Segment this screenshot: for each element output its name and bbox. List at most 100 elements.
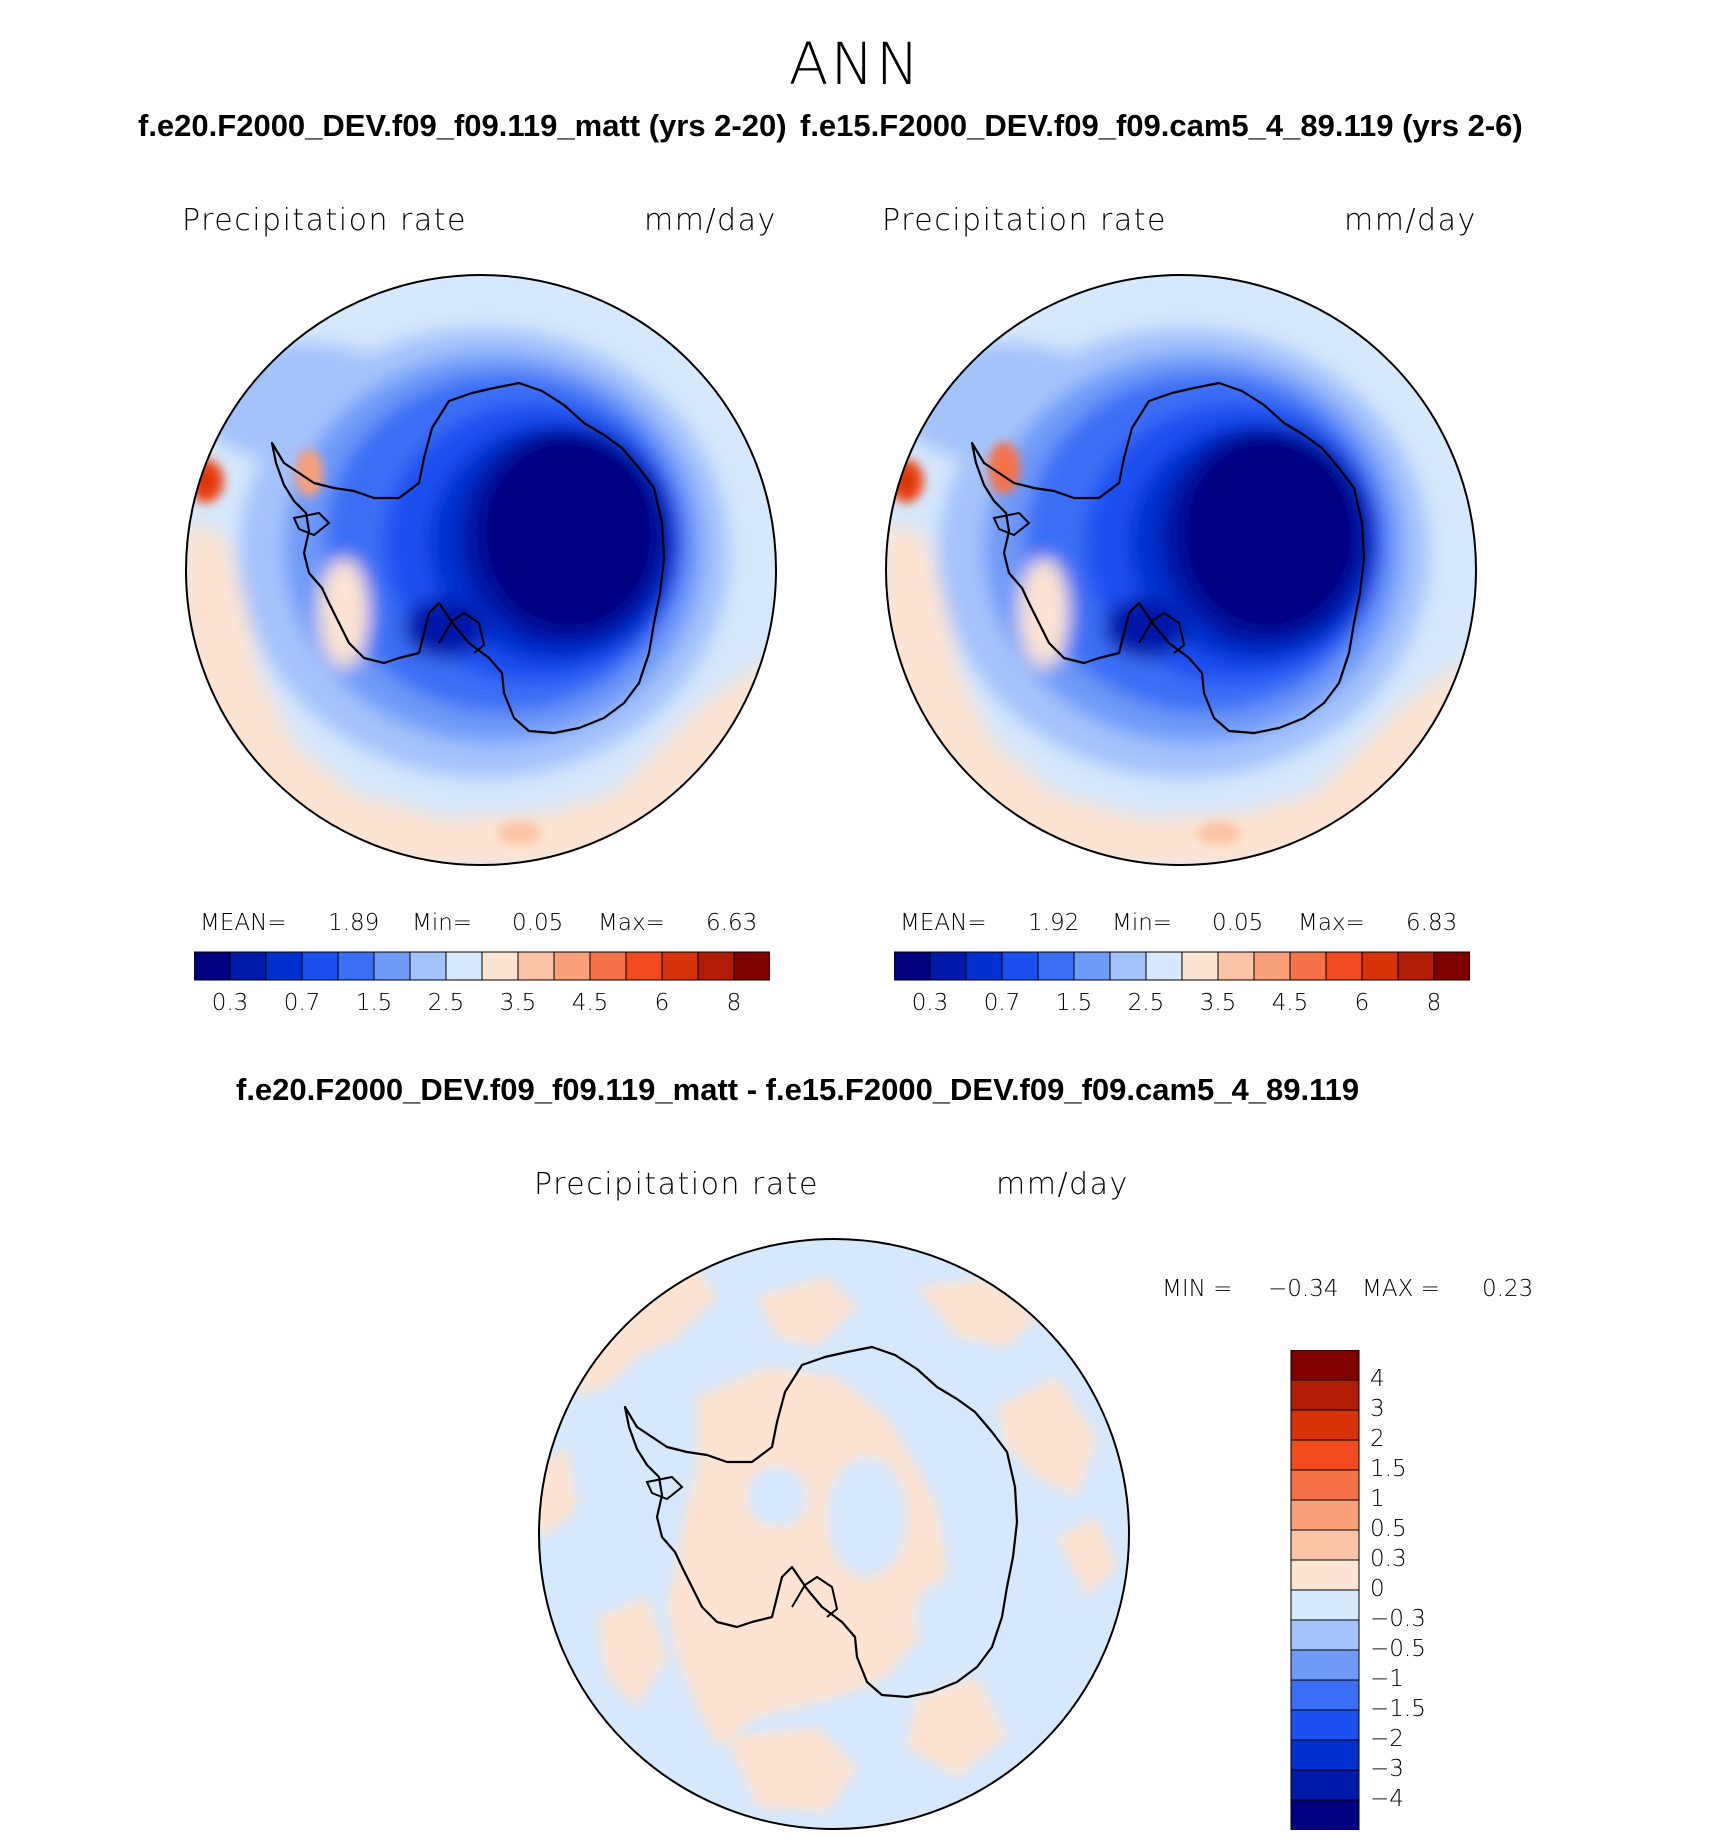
panel-1-min-label: Min= [412,910,473,936]
panel-3-min-value: −0.34 [1268,1276,1339,1302]
panel-3-colorbar-tick-label: −0.5 [1370,1636,1426,1662]
panel-1-colorbar-swatch [517,951,555,981]
panel-2-max-value: 6.83 [1406,910,1458,936]
panel-3-colorbar-tick-label: −3 [1370,1756,1404,1782]
panel-1-colorbar-swatch [409,951,447,981]
panel-3-colorbar-swatch [1290,1379,1360,1411]
panel-1-variable-label: Precipitation rate [182,203,467,238]
panel-3-colorbar-tick-label: 3 [1370,1396,1385,1422]
panel-2-colorbar-tick-label: 6 [1354,990,1370,1016]
panel-1-colorbar-tick-label: 8 [726,990,742,1016]
panel-1-colorbar-swatch [625,951,663,981]
panel-2-mean-label: MEAN= [900,910,987,936]
panel-2-colorbar-swatch [1181,951,1219,981]
panel-3-colorbar-tick-label: 1.5 [1370,1456,1407,1482]
panel-2-colorbar-swatch [965,951,1003,981]
panel-1-colorbar-swatch [229,951,267,981]
panel-1-units-label: mm/day [644,203,777,238]
panel-2-case-title: f.e15.F2000_DEV.f09_f09.cam5_4_89.119 (y… [800,108,1523,143]
panel-1-colorbar-tick-label: 0.7 [283,990,321,1016]
panel-3-units-label: mm/day [996,1167,1129,1202]
panel-2-mean-value: 1.92 [1028,910,1080,936]
panel-1-max-value: 6.63 [706,910,758,936]
figure-title: ANN [788,30,922,98]
panel-3-colorbar-tick-label: 0.3 [1370,1546,1407,1572]
panel-3-colorbar-tick-label: −1.5 [1370,1696,1426,1722]
panel-3-colorbar-swatch [1290,1619,1360,1651]
panel-1-mean-label: MEAN= [200,910,287,936]
panel-2-colorbar [894,951,1470,981]
panel-3-colorbar [1290,1350,1360,1830]
panel-1-colorbar-tick-label: 6 [654,990,670,1016]
panel-2-colorbar-tick-label: 8 [1426,990,1442,1016]
panel-2-min-value: 0.05 [1212,910,1264,936]
panel-3-colorbar-swatch [1290,1529,1360,1561]
panel-3-colorbar-swatch [1290,1469,1360,1501]
panel-2-colorbar-swatch [1397,951,1435,981]
panel-3-colorbar-tick-label: 1 [1370,1486,1385,1512]
panel-1-min-value: 0.05 [512,910,564,936]
panel-3-colorbar-tick-label: 4 [1370,1366,1385,1392]
panel-1-colorbar-swatch [194,951,231,981]
panel-1-colorbar-swatch [661,951,699,981]
panel-1-colorbar-swatch [265,951,303,981]
panel-2-colorbar-tick-label: 0.3 [911,990,949,1016]
panel-1-colorbar-swatch [733,951,770,981]
panel-2-colorbar-swatch [1001,951,1039,981]
panel-2-colorbar-swatch [1109,951,1147,981]
panel-3-colorbar-tick-label: −1 [1370,1666,1404,1692]
panel-2-colorbar-tick-label: 1.5 [1055,990,1093,1016]
panel-2-colorbar-swatch [1325,951,1363,981]
panel-3-colorbar-swatch [1290,1649,1360,1681]
panel-1-colorbar-tick-label: 2.5 [427,990,465,1016]
panel-3-colorbar-swatch [1290,1559,1360,1591]
panel-1-colorbar-swatch [373,951,411,981]
panel-2-colorbar-swatch [1361,951,1399,981]
panel-3-polar-map [538,1238,1130,1830]
panel-2-min-label: Min= [1112,910,1173,936]
panel-1-colorbar-swatch [337,951,375,981]
panel-2-colorbar-swatch [1073,951,1111,981]
panel-3-colorbar-swatch [1290,1439,1360,1471]
panel-2-colorbar-swatch [929,951,967,981]
panel-1-colorbar-tick-label: 1.5 [355,990,393,1016]
panel-1-colorbar-tick-label: 4.5 [571,990,609,1016]
panel-3-colorbar-swatch [1290,1709,1360,1741]
panel-3-colorbar-tick-label: −2 [1370,1726,1404,1752]
panel-2-colorbar-ticks: 0.3 0.7 1.5 2.5 3.5 4.5 6 8 [894,990,1470,1020]
panel-1-colorbar-swatch [553,951,591,981]
panel-3-colorbar-swatch [1290,1350,1360,1381]
panel-1-colorbar-swatch [589,951,627,981]
panel-2-units-label: mm/day [1344,203,1477,238]
panel-1-colorbar-tick-label: 3.5 [499,990,537,1016]
panel-1-colorbar-swatch [445,951,483,981]
panel-1-colorbar-swatch [301,951,339,981]
panel-2-colorbar-swatch [1253,951,1291,981]
panel-1-max-label: Max= [598,910,665,936]
panel-2-polar-map [885,274,1477,866]
panel-2-max-label: Max= [1298,910,1365,936]
panel-3-colorbar-swatch [1290,1589,1360,1621]
panel-2-variable-label: Precipitation rate [882,203,1167,238]
panel-2-colorbar-tick-label: 0.7 [983,990,1021,1016]
panel-3-colorbar-swatch [1290,1499,1360,1531]
panel-2-colorbar-swatch [1433,951,1470,981]
panel-2-colorbar-tick-label: 4.5 [1271,990,1309,1016]
panel-2-colorbar-tick-label: 2.5 [1127,990,1165,1016]
panel-2-colorbar-tick-label: 3.5 [1199,990,1237,1016]
panel-3-min-label: MIN = [1162,1276,1233,1302]
panel-3-colorbar-ticks: 4 3 2 1.5 1 0.5 0.3 0 −0.3 −0.5 −1 −1.5 −2 −3 −4 [1370,1350,1470,1830]
panel-1-colorbar-ticks: 0.3 0.7 1.5 2.5 3.5 4.5 6 8 [194,990,770,1020]
panel-3-colorbar-swatch [1290,1739,1360,1771]
panel-1-mean-value: 1.89 [328,910,380,936]
panel-2-colorbar-swatch [894,951,931,981]
panel-1-polar-map [185,274,777,866]
panel-2-colorbar-swatch [1289,951,1327,981]
panel-3-variable-label: Precipitation rate [534,1167,819,1202]
panel-3-colorbar-swatch [1290,1799,1360,1830]
panel-1-colorbar-swatch [697,951,735,981]
panel-1-colorbar-tick-label: 0.3 [211,990,249,1016]
panel-1-colorbar-swatch [481,951,519,981]
panel-3-colorbar-tick-label: −4 [1370,1786,1404,1812]
panel-1-case-title: f.e20.F2000_DEV.f09_f09.119_matt (yrs 2-… [138,108,787,143]
